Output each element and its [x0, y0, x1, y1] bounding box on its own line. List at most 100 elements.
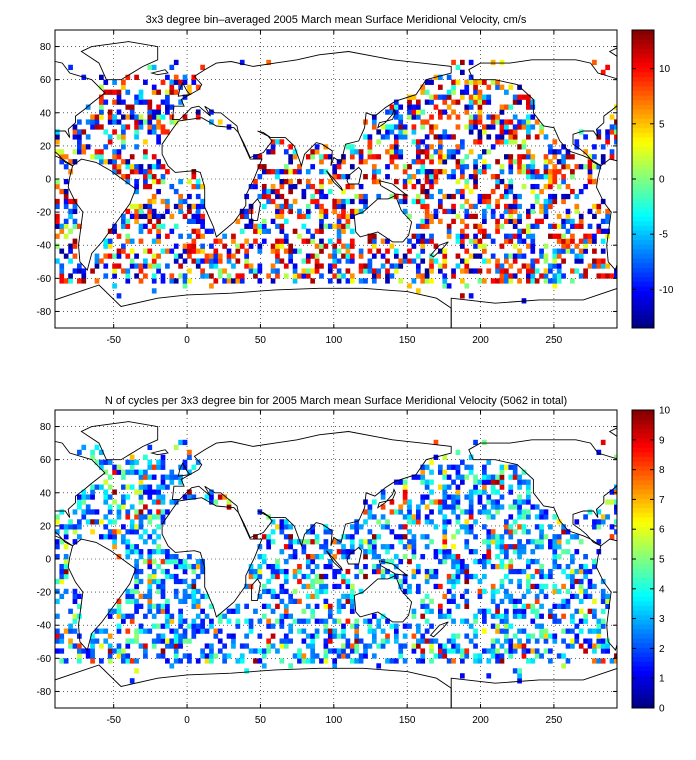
data-bin [178, 479, 183, 485]
data-bin [424, 268, 430, 274]
colorbar-step [632, 123, 654, 129]
data-bin [539, 273, 544, 279]
data-bin [407, 248, 412, 254]
data-bin [138, 534, 144, 540]
data-bin [402, 198, 408, 205]
data-bin [138, 603, 144, 609]
data-bin [99, 464, 104, 470]
data-bin [151, 84, 157, 90]
data-bin [134, 203, 139, 210]
data-bin [393, 144, 399, 150]
data-bin [310, 633, 316, 639]
data-bin [504, 124, 509, 130]
data-bin [477, 228, 483, 234]
data-bin [301, 213, 307, 220]
data-bin [437, 643, 443, 649]
y-tick-label: -20 [37, 588, 52, 599]
data-bin [517, 524, 522, 530]
data-bin [253, 534, 258, 540]
data-bin [592, 598, 597, 604]
data-bin [437, 139, 443, 145]
data-bin [411, 648, 417, 654]
data-bin [345, 534, 351, 540]
data-bin [147, 554, 153, 560]
data-bin [107, 504, 113, 510]
data-bin [103, 89, 109, 95]
data-bin [147, 474, 153, 480]
data-bin [332, 174, 338, 180]
data-bin [561, 663, 566, 669]
data-bin [314, 593, 320, 600]
y-tick-label: 40 [40, 488, 52, 499]
data-bin [63, 568, 69, 575]
data-bin [160, 213, 166, 220]
data-bin [389, 159, 395, 165]
data-bin [112, 149, 117, 155]
colorbar-step [632, 318, 654, 324]
data-bin [526, 268, 531, 274]
data-bin [99, 84, 104, 90]
y-tick-label: 80 [40, 422, 52, 433]
data-bin [495, 534, 500, 540]
data-bin [354, 524, 360, 530]
data-bin [275, 258, 280, 264]
data-bin [477, 509, 483, 515]
colorbar-step [632, 81, 654, 87]
data-bin [517, 509, 522, 515]
data-bin [257, 193, 263, 200]
data-bin [508, 183, 514, 190]
data-bin [94, 519, 100, 525]
data-bin [473, 439, 478, 446]
data-bin [156, 603, 161, 609]
colorbar-step [632, 183, 654, 189]
data-bin [526, 99, 531, 105]
data-bin [178, 623, 183, 629]
data-bin [490, 144, 496, 150]
data-bin [178, 263, 183, 269]
data-bin [411, 539, 417, 545]
data-bin [517, 154, 522, 160]
data-bin [244, 643, 249, 649]
data-bin [138, 94, 144, 100]
data-bin [371, 179, 377, 185]
data-bin [411, 183, 417, 190]
data-bin [363, 268, 368, 274]
data-bin [548, 608, 553, 614]
data-bin [336, 633, 342, 639]
data-bin [178, 233, 183, 239]
data-bin [490, 648, 496, 654]
data-bin [393, 124, 399, 130]
data-bin [68, 623, 73, 629]
data-bin [459, 203, 465, 210]
data-bin [112, 519, 117, 525]
data-bin [468, 524, 474, 530]
data-bin [77, 139, 82, 145]
data-bin [587, 223, 593, 229]
data-bin [178, 253, 183, 259]
data-bin [424, 544, 430, 550]
data-bin [297, 273, 302, 279]
data-bin [415, 193, 421, 200]
data-bin [504, 89, 509, 95]
data-bin [442, 469, 448, 475]
data-bin [556, 653, 562, 659]
data-bin [279, 643, 285, 649]
data-bin [499, 119, 505, 125]
data-bin [526, 484, 531, 490]
data-bin [482, 554, 487, 560]
data-bin [336, 568, 342, 575]
data-bin [486, 529, 492, 535]
data-bin [371, 633, 377, 639]
data-bin [63, 179, 69, 185]
data-bin [424, 238, 430, 244]
data-bin [107, 109, 113, 115]
data-bin [455, 554, 461, 560]
data-bin [283, 603, 289, 609]
data-bin [178, 439, 183, 446]
colorbar-step [632, 475, 654, 481]
data-bin [327, 628, 333, 634]
data-bin [512, 633, 518, 639]
data-bin [411, 94, 417, 100]
data-bin [138, 89, 144, 95]
y-tick-label: 80 [40, 42, 52, 53]
